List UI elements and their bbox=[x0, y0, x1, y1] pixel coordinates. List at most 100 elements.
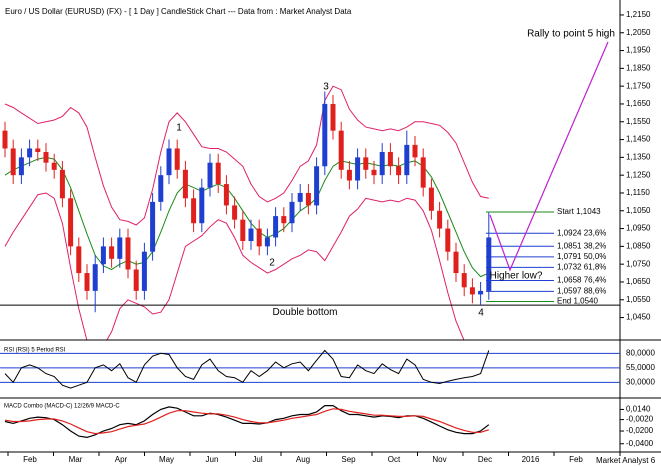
candle-body bbox=[182, 169, 188, 199]
y-tick-label: 1,1950 bbox=[626, 46, 651, 55]
candle-body bbox=[76, 246, 82, 274]
candle-body bbox=[420, 157, 426, 188]
y-tick-label: 1,1850 bbox=[626, 63, 651, 72]
macd-line bbox=[4, 408, 489, 435]
candle-body bbox=[305, 192, 311, 206]
candle-body bbox=[289, 201, 295, 224]
candle-body bbox=[207, 162, 213, 188]
x-tick-label: Aug bbox=[296, 455, 310, 464]
candle-body bbox=[445, 228, 451, 252]
candle-body bbox=[133, 269, 139, 291]
candle-body bbox=[486, 237, 492, 291]
candle-body bbox=[248, 228, 254, 242]
y-tick-label: 1,0750 bbox=[626, 259, 651, 268]
candle-body bbox=[297, 192, 303, 202]
candle-body bbox=[150, 201, 156, 252]
x-tick-label: Sep bbox=[341, 455, 356, 464]
y-tick-label: 1,0650 bbox=[626, 277, 651, 286]
candle-body bbox=[469, 287, 475, 295]
fib-label: 1,0924 23,6% bbox=[557, 228, 606, 237]
candle-body bbox=[428, 187, 434, 211]
candle-body bbox=[404, 144, 410, 176]
rsi-line bbox=[4, 349, 490, 389]
candle-body bbox=[240, 219, 246, 242]
candle-body bbox=[84, 273, 90, 291]
annotation: 2 bbox=[269, 258, 275, 269]
candle-body bbox=[371, 169, 377, 176]
candle-body bbox=[379, 152, 385, 176]
macd-tick-label: -0,0400 bbox=[626, 439, 654, 448]
candle-body bbox=[68, 198, 74, 247]
x-tick-label: Nov bbox=[432, 455, 446, 464]
candle-body bbox=[92, 264, 98, 291]
candle-body bbox=[166, 148, 172, 176]
y-tick-label: 1,1750 bbox=[626, 81, 651, 90]
y-tick-label: 1,0450 bbox=[626, 313, 651, 322]
y-tick-label: 1,1550 bbox=[626, 117, 651, 126]
chart-title: Euro / US Dollar (EURUSD) (FX) - [ 1 Day… bbox=[5, 7, 352, 16]
candle-body bbox=[396, 166, 402, 176]
candle-body bbox=[453, 251, 459, 274]
rsi-tick-label: 55,0000 bbox=[626, 363, 655, 372]
x-tick-label: Feb bbox=[23, 455, 37, 464]
x-tick-label: Mar bbox=[69, 455, 83, 464]
candle-body bbox=[355, 157, 361, 181]
y-tick-label: 1,1650 bbox=[626, 99, 651, 108]
candle-body bbox=[51, 162, 57, 170]
projection-line bbox=[489, 41, 609, 272]
candle-body bbox=[273, 216, 279, 238]
candle-body bbox=[35, 148, 41, 153]
bollinger-band bbox=[4, 85, 489, 226]
candle-body bbox=[330, 103, 336, 131]
candle-body bbox=[141, 251, 147, 291]
rsi-tick-label: 30,0000 bbox=[626, 377, 655, 386]
footer: Market Analyst 6 bbox=[596, 456, 656, 465]
annotation: 4 bbox=[478, 308, 484, 319]
candle-body bbox=[412, 144, 418, 158]
x-tick-label: Oct bbox=[388, 455, 401, 464]
y-tick-label: 1,0550 bbox=[626, 295, 651, 304]
candle-body bbox=[125, 237, 131, 270]
rsi-title: RSI (RSI) 5 Period RSI bbox=[4, 348, 66, 354]
annotation: 3 bbox=[323, 82, 329, 93]
bollinger-band bbox=[4, 192, 465, 340]
candle-body bbox=[117, 237, 123, 259]
fib-label: 1,0658 76,4% bbox=[557, 276, 606, 285]
candle-body bbox=[199, 187, 205, 224]
y-tick-label: 1,1250 bbox=[626, 170, 651, 179]
macd-tick-label: 0,0140 bbox=[626, 405, 651, 414]
macd-tick-label: -0,0020 bbox=[626, 415, 654, 424]
fib-label: 1,0791 50,0% bbox=[557, 252, 606, 261]
candle-body bbox=[27, 148, 33, 158]
candle-body bbox=[2, 130, 8, 149]
candle-body bbox=[43, 152, 49, 163]
fib-label: End 1,0540 bbox=[557, 297, 598, 306]
fib-label: 1,0732 61,8% bbox=[557, 262, 606, 271]
candle-body bbox=[322, 103, 328, 167]
candle-body bbox=[256, 228, 262, 247]
x-tick-label: May bbox=[159, 455, 174, 464]
x-tick-label: Feb bbox=[569, 455, 583, 464]
annotation: Higher low? bbox=[490, 271, 543, 282]
x-tick-label: Dec bbox=[478, 455, 492, 464]
candle-body bbox=[264, 237, 270, 247]
candle-body bbox=[10, 148, 16, 176]
rsi-tick-label: 80,0000 bbox=[626, 348, 655, 357]
candle-body bbox=[363, 157, 369, 170]
candle-body bbox=[338, 130, 344, 170]
candle-body bbox=[223, 184, 229, 206]
candle-body bbox=[387, 152, 393, 167]
candle-body bbox=[232, 205, 238, 220]
annotation: 1 bbox=[176, 123, 182, 134]
candle-body bbox=[191, 198, 197, 224]
fib-label: 1,0597 88,6% bbox=[557, 287, 606, 296]
fib-label: Start 1,1043 bbox=[557, 207, 601, 216]
candle-body bbox=[100, 246, 106, 265]
fib-label: 1,0851 38,2% bbox=[557, 241, 606, 250]
candle-body bbox=[109, 246, 115, 259]
macd-tick-label: -0,0200 bbox=[626, 426, 654, 435]
y-tick-label: 1,2050 bbox=[626, 28, 651, 37]
y-tick-label: 1,1150 bbox=[626, 188, 650, 197]
x-tick-label: Jul bbox=[252, 455, 262, 464]
macd-title: MACD Combo (MACD-C) 12/26/9 MACD-C bbox=[4, 404, 120, 410]
